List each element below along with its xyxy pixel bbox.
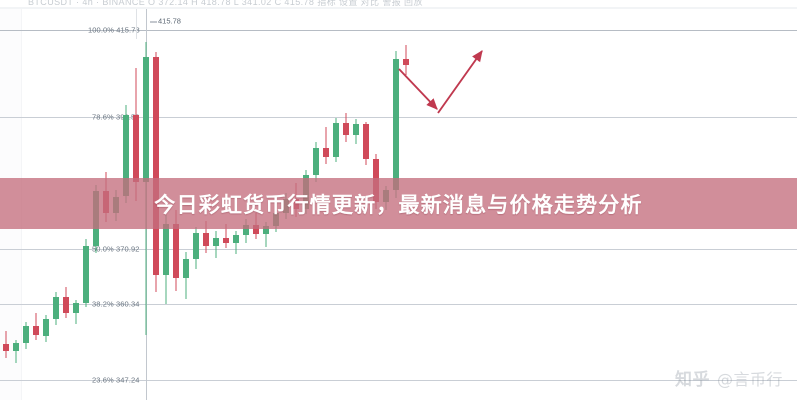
candle-body — [333, 122, 339, 157]
candle-body — [163, 224, 169, 276]
candlestick — [23, 9, 29, 400]
candlestick — [13, 9, 19, 400]
candle-body — [223, 237, 229, 244]
candle-wick — [225, 224, 227, 248]
candlestick — [173, 9, 179, 400]
candle-body — [123, 114, 129, 197]
toolbar-divider — [0, 7, 797, 9]
candle-body — [203, 232, 209, 246]
fib-level-line — [0, 30, 797, 31]
candlestick — [3, 9, 9, 400]
candle-body — [323, 148, 329, 157]
candle-wick — [325, 127, 327, 164]
candle-body — [13, 342, 19, 352]
chart-toolbar[interactable]: BTCUSDT · 4h · BINANCE O 372.14 H 418.78… — [0, 0, 797, 9]
candle-body — [363, 124, 369, 159]
candle-body — [143, 56, 149, 182]
candle-body — [213, 237, 219, 246]
fib-level-line — [0, 380, 797, 381]
candle-body — [253, 225, 259, 235]
candlestick — [363, 9, 369, 400]
candle-body — [233, 234, 239, 244]
candle-body — [243, 225, 249, 235]
banner-title-text: 今日彩虹货币行情更新，最新消息与价格走势分析 — [154, 192, 643, 217]
candle-body — [353, 124, 359, 135]
candlestick — [233, 9, 239, 400]
candle-body — [23, 325, 29, 343]
candlestick — [123, 9, 129, 400]
candle-body — [73, 303, 79, 314]
candlestick — [353, 9, 359, 400]
candle-body — [83, 246, 89, 304]
candlestick — [393, 9, 399, 400]
candlestick — [263, 9, 269, 400]
candle-body — [343, 122, 349, 135]
candlestick — [163, 9, 169, 400]
candlestick — [203, 9, 209, 400]
fib-level-label: 100.0% 415.78 — [88, 25, 140, 35]
candle-body — [393, 59, 399, 191]
candle-body — [153, 56, 159, 276]
candlestick — [43, 9, 49, 400]
price-marker-value: 415.78 — [158, 16, 181, 26]
candlestick — [403, 9, 409, 400]
candle-body — [53, 297, 59, 320]
vertical-gridline-secondary — [136, 9, 137, 39]
fib-level-label: 23.6% 347.24 — [92, 375, 140, 385]
candle-body — [33, 325, 39, 336]
candlestick — [193, 9, 199, 400]
fib-level-label: 38.2% 360.34 — [92, 299, 140, 309]
candlestick — [153, 9, 159, 400]
candlestick — [313, 9, 319, 400]
price-marker-label: 415.78 — [150, 17, 181, 26]
candlestick — [53, 9, 59, 400]
candlestick — [133, 9, 139, 400]
candle-body — [403, 59, 409, 66]
candlestick — [343, 9, 349, 400]
candle-body — [313, 148, 319, 176]
candle-body — [133, 114, 139, 182]
toolbar-symbol-text: BTCUSDT · 4h · BINANCE O 372.14 H 418.78… — [28, 0, 423, 7]
candle-body — [183, 258, 189, 278]
price-marker-tick — [150, 21, 157, 23]
title-banner: 今日彩虹货币行情更新，最新消息与价格走势分析 — [0, 178, 797, 229]
candle-wick — [265, 221, 267, 247]
candlestick — [83, 9, 89, 400]
candle-body — [263, 226, 269, 235]
fib-level-line — [0, 249, 797, 250]
candlestick — [223, 9, 229, 400]
candlestick — [323, 9, 329, 400]
zhihu-logo: 知乎 — [674, 370, 710, 390]
candle-body — [193, 232, 199, 259]
candle-body — [43, 319, 49, 336]
candlestick — [33, 9, 39, 400]
candle-body — [3, 344, 9, 352]
fib-level-label: 78.6% 396.58 — [92, 112, 140, 122]
candlestick — [243, 9, 249, 400]
candlestick — [63, 9, 69, 400]
candlestick — [213, 9, 219, 400]
watermark: 知乎 @言币行 — [674, 365, 783, 391]
candlestick — [73, 9, 79, 400]
fib-level-label: 50.0% 370.92 — [92, 244, 140, 254]
candle-body — [173, 224, 179, 278]
candlestick — [333, 9, 339, 400]
watermark-handle: @言币行 — [716, 369, 783, 389]
candle-body — [63, 297, 69, 314]
fib-level-line — [0, 304, 797, 305]
candle-wick — [15, 340, 17, 363]
candlestick — [183, 9, 189, 400]
